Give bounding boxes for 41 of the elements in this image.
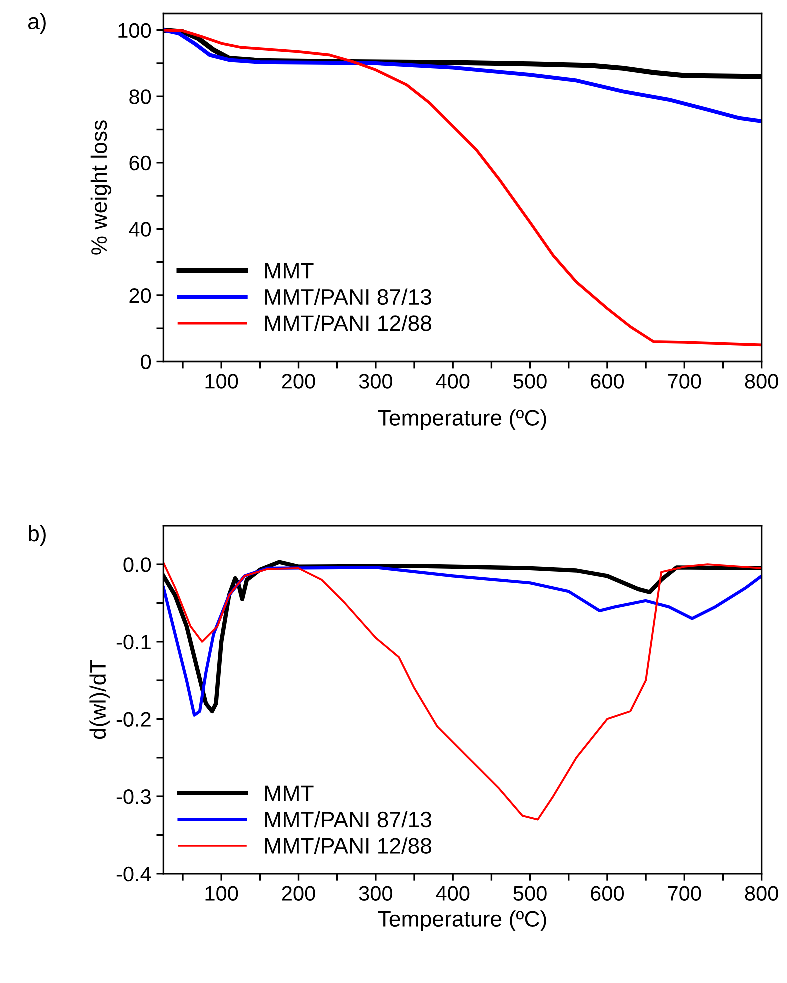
x-tick-label: 500 [514,374,547,389]
text: b) [28,525,46,546]
y-tick-label: 0.0 [124,558,152,572]
x-tick-label: 400 [436,886,470,901]
y-tick-label: -0.4 [116,866,152,882]
y-tick-label: 100 [118,23,152,38]
x-tick-label: 700 [668,886,702,901]
x-tick-label: 100 [206,886,238,901]
x-tick-label: 500 [514,886,547,901]
legend-label: MMT/PANI 87/13 [266,811,432,828]
x-tick-label: 300 [359,374,392,389]
x-tick-label: 100 [206,374,238,389]
y-tick-label: 60 [130,156,152,171]
x-axis-title: Temperature (ºC) [378,410,546,430]
x-tick-label: 600 [591,374,624,389]
x-tick-label: 200 [282,886,316,901]
x-tick-label: 200 [282,374,316,389]
y-axis-title: % weight loss [90,120,112,255]
legend-label: MMT/PANI 12/88 [266,315,432,332]
y-tick-label: -0.1 [116,634,151,650]
line-series [164,28,762,347]
y-tick-label: -0.3 [116,790,151,804]
x-tick-label: 800 [745,374,778,389]
legend-label: MMT/PANI 12/88 [266,838,432,854]
text: a) [28,13,46,34]
y-tick-label: 0 [141,354,152,370]
x-tick-label: 800 [745,886,778,901]
y-axis-title: d(wl)/dT [90,660,110,740]
legend-label: MMT [266,786,314,802]
line-series [164,28,762,124]
legend-label: MMT/PANI 87/13 [266,288,432,306]
x-tick-label: 400 [436,374,470,389]
legend-label: MMT [266,263,314,279]
y-tick-label: 40 [129,222,152,237]
x-tick-label: 600 [591,886,624,901]
x-tick-label: 300 [359,886,392,901]
y-tick-label: -0.2 [116,712,151,727]
y-tick-label: 20 [130,288,152,304]
x-tick-label: 700 [668,374,702,389]
y-tick-label: 80 [130,90,152,104]
x-axis-title: Temperature (ºC) [378,910,546,932]
